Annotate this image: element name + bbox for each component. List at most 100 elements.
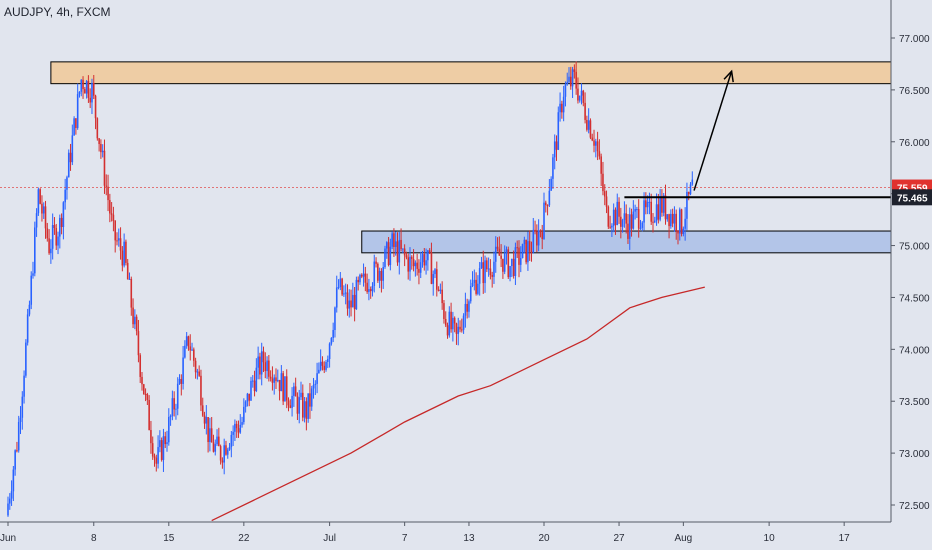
candle-down — [60, 217, 63, 228]
candle-down — [525, 239, 527, 263]
candle-up — [439, 289, 442, 291]
candle-down — [664, 195, 667, 220]
candle-up — [327, 358, 329, 363]
candle-down — [575, 71, 577, 89]
candle-down — [132, 307, 134, 325]
candle-down — [357, 279, 359, 283]
moving-average-line — [211, 286, 705, 522]
candle-up — [550, 178, 552, 191]
time-tick-label: 17 — [839, 533, 851, 544]
candle-up — [78, 91, 81, 95]
candle-down — [534, 229, 536, 232]
candle-down — [645, 200, 647, 208]
candle-up — [580, 90, 583, 96]
candle-up — [14, 450, 16, 470]
candle-up — [230, 434, 233, 448]
candle-up — [359, 274, 361, 283]
candle-up — [32, 273, 34, 276]
candle-down — [466, 303, 468, 312]
candle-down — [637, 209, 640, 229]
price-tick-label: 75.000 — [899, 242, 930, 253]
candle-down — [618, 201, 620, 217]
candle-down — [627, 223, 629, 239]
candle-up — [477, 283, 479, 294]
candle-down — [309, 393, 311, 407]
candle-down — [403, 248, 406, 256]
candle-up — [159, 440, 161, 448]
candle-down — [605, 196, 608, 207]
candle-down — [453, 317, 456, 324]
candle-down — [203, 415, 206, 424]
candle-up — [59, 217, 61, 237]
resistance-zone — [50, 61, 892, 85]
candle-up — [509, 266, 511, 278]
candle-down — [321, 361, 324, 366]
candle-up — [91, 82, 93, 103]
candle-up — [251, 380, 254, 382]
candle-down — [107, 186, 109, 201]
candle-up — [128, 278, 131, 280]
time-tick-label: 7 — [402, 533, 408, 544]
candle-down — [584, 102, 586, 120]
candle-up — [169, 416, 172, 418]
candle-down — [602, 173, 604, 192]
candle-down — [193, 349, 195, 361]
candle-up — [425, 260, 427, 266]
candle-up — [171, 398, 174, 417]
candle-up — [19, 417, 22, 422]
candle-down — [187, 336, 190, 347]
candle-down — [144, 394, 147, 396]
candle-down — [609, 226, 611, 228]
candle-up — [228, 447, 231, 450]
candle-down — [375, 261, 377, 264]
candle-up — [557, 112, 560, 150]
candle-down — [687, 191, 690, 195]
candle-up — [432, 274, 435, 284]
candle-up — [391, 233, 393, 247]
candle-up — [537, 230, 540, 246]
candle-down — [225, 445, 227, 455]
candle-up — [628, 214, 631, 239]
candle-up — [37, 189, 40, 214]
price-tick-label: 73.500 — [899, 397, 930, 408]
candle-down — [126, 262, 129, 280]
candle-down — [262, 351, 265, 363]
candle-up — [564, 84, 567, 97]
candle-up — [73, 118, 75, 136]
candle-down — [100, 144, 102, 153]
candle-down — [148, 399, 150, 431]
candle-down — [46, 228, 49, 239]
candle-up — [316, 373, 318, 384]
candle-down — [275, 377, 277, 382]
candle-up — [612, 209, 615, 226]
candle-up — [643, 200, 645, 223]
candle-up — [66, 177, 68, 190]
current-price-label: 75.559 — [897, 184, 928, 195]
candle-down — [544, 202, 547, 206]
candle-up — [310, 388, 313, 407]
candle-up — [35, 213, 38, 228]
candle-down — [323, 365, 326, 370]
candle-up — [280, 373, 283, 392]
moving-average-layer — [211, 286, 705, 522]
time-tick-label: 10 — [764, 533, 776, 544]
candle-down — [201, 405, 204, 416]
candle-down — [486, 260, 488, 270]
candle-down — [268, 360, 270, 377]
time-tick-label: 13 — [463, 533, 475, 544]
candle-down — [459, 326, 461, 330]
candle-up — [419, 262, 422, 273]
candle-up — [457, 326, 460, 334]
candle-up — [182, 357, 184, 384]
candle-down — [369, 289, 372, 292]
candle-up — [689, 184, 692, 195]
candle-up — [26, 314, 29, 343]
candle-up — [234, 423, 236, 432]
candle-down — [491, 275, 493, 277]
candle-up — [468, 301, 470, 312]
price-tick-label: 77.000 — [899, 34, 930, 45]
candle-down — [496, 246, 499, 249]
candle-down — [75, 118, 77, 128]
candle-up — [398, 239, 401, 263]
